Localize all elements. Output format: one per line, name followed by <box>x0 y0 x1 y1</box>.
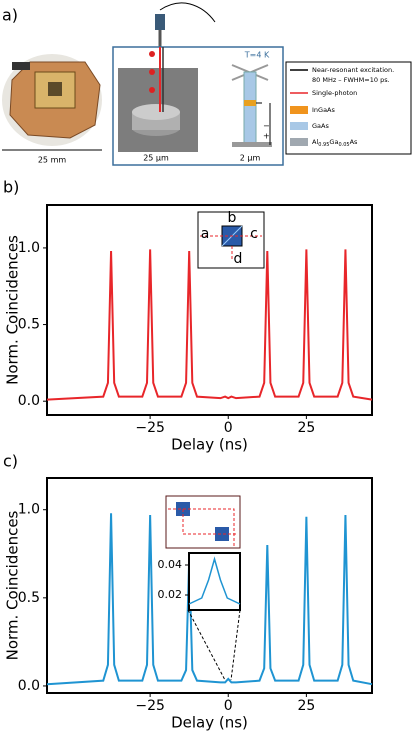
legend-label: InGaAs <box>312 106 336 114</box>
x-tick-label: 0 <box>224 420 233 436</box>
x-tick-label: 0 <box>224 698 233 714</box>
x-axis-label: Delay (ns) <box>171 436 248 454</box>
x-tick-label: −25 <box>135 420 165 436</box>
bias-sign: + <box>263 132 270 141</box>
y-axis-label: Norm. Coincidences <box>4 510 22 660</box>
pillar-diagram <box>231 64 272 147</box>
y-tick-label: 0.0 <box>18 393 40 409</box>
port-label: c <box>250 226 258 242</box>
chart-c: 0.0 0.5 1.0 −25 0 25 Delay (ns) Norm. Coinciden… <box>4 477 373 732</box>
y-axis-label: Norm. Coincidences <box>4 235 22 385</box>
y-tick-label: 0.04 <box>158 558 183 571</box>
data-line <box>46 513 373 686</box>
y-tick-label: 0.5 <box>18 317 40 333</box>
y-tick-label: 0.5 <box>18 590 40 606</box>
x-axis-label: Delay (ns) <box>171 714 248 732</box>
formula-part: 0.05 <box>338 142 349 148</box>
hom-inset <box>165 495 241 549</box>
zoom-line <box>230 609 241 681</box>
zoom-line <box>187 609 226 681</box>
legend-label: Single-photon <box>312 89 357 97</box>
port-label: b <box>228 210 237 226</box>
legend-label: Near-resonant excitation. <box>312 66 394 74</box>
y-tick-label: 0.0 <box>18 678 40 694</box>
bias-sign: − <box>263 122 270 131</box>
legend-label: Al0.95Ga0.05As <box>312 138 358 148</box>
legend-label: 80 MHz – FWHM=10 ps. <box>312 76 390 84</box>
y-tick-label: 0.02 <box>158 588 183 601</box>
formula-part: 0.95 <box>318 142 329 148</box>
panel-label: b) <box>3 178 19 197</box>
data-line <box>46 249 373 401</box>
zoom-inset: 0.02 0.04 <box>158 552 241 611</box>
y-tick-label: 1.0 <box>18 502 40 518</box>
photon-dots <box>149 51 155 93</box>
panel-label: a) <box>2 6 18 25</box>
legend-label: GaAs <box>312 122 329 130</box>
panel-label: c) <box>3 452 18 471</box>
fiber <box>155 2 216 47</box>
port-label: d <box>234 251 243 267</box>
chart-b: 0.0 0.5 1.0 −25 0 25 Delay (ns) Norm. Coinciden… <box>4 204 373 454</box>
data-line <box>188 556 241 605</box>
x-tick-label: −25 <box>135 698 165 714</box>
scale-label: 25 µm <box>143 154 169 163</box>
formula-part: Al <box>312 138 318 146</box>
formula-part: Ga <box>329 138 338 146</box>
beam-splitter-inset <box>197 211 265 269</box>
port-label: a <box>201 226 210 242</box>
scale-label: 25 mm <box>38 156 67 165</box>
formula-part: As <box>350 138 358 146</box>
scale-label: 2 µm <box>240 154 261 163</box>
x-tick-label: 25 <box>297 698 315 714</box>
y-tick-label: 1.0 <box>18 240 40 256</box>
temperature: T=4 K <box>244 51 270 60</box>
sample-photo <box>2 54 102 146</box>
x-tick-label: 25 <box>297 420 315 436</box>
